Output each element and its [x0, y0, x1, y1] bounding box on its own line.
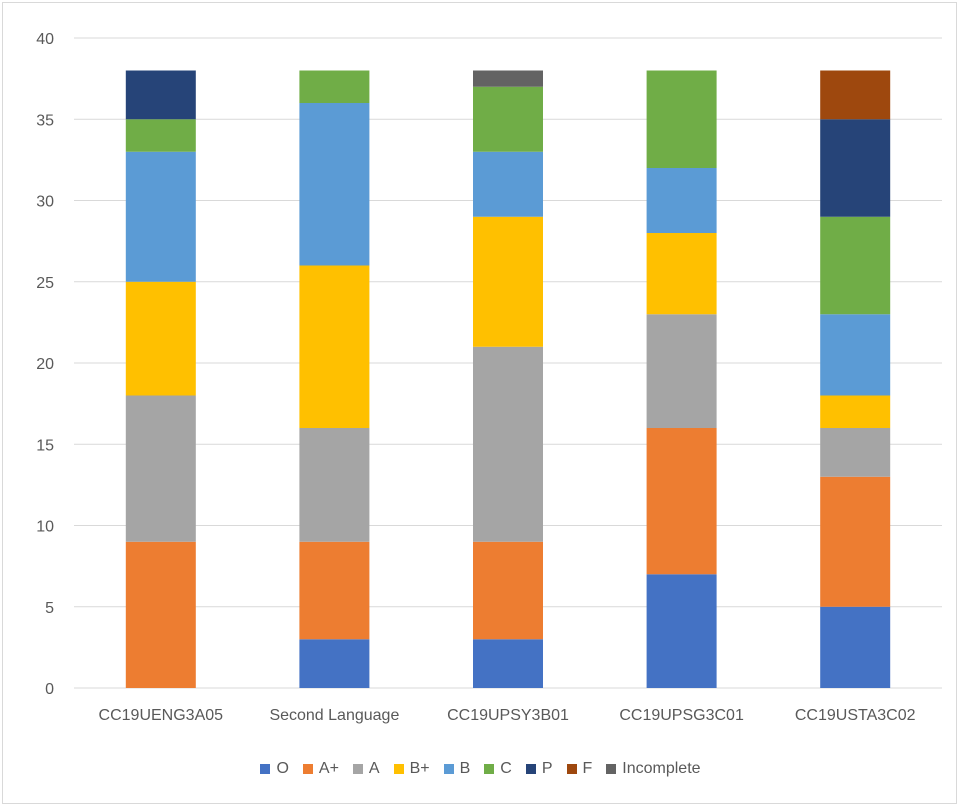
bar-segment-b-2: [473, 151, 543, 217]
x-tick-label: CC19UENG3A05: [99, 707, 224, 724]
legend-item: B+: [393, 760, 430, 778]
legend-item: P: [525, 760, 553, 778]
bar-segment-b-plus-1: [299, 265, 370, 428]
bar-segment-o-1: [299, 639, 370, 688]
legend-label: B: [459, 760, 471, 777]
legend-item: B: [443, 760, 471, 778]
bar-segment-a-plus-0: [125, 541, 196, 688]
y-tick-label: 0: [45, 681, 54, 698]
bar-segment-o-3: [646, 574, 717, 688]
legend-item: F: [566, 760, 593, 778]
legend-swatch: [566, 764, 577, 774]
legend-swatch: [443, 764, 454, 774]
bar-segment-a-3: [646, 314, 717, 428]
y-tick-label: 10: [36, 519, 54, 536]
legend-swatch: [525, 764, 536, 774]
bar-segment-c-2: [473, 86, 543, 152]
y-tick-label: 30: [36, 194, 54, 211]
legend-label: A: [368, 760, 380, 777]
legend-label: A+: [318, 760, 339, 777]
bar-segment-p-4: [820, 119, 891, 217]
x-tick-label: CC19USTA3C02: [795, 707, 916, 724]
legend-label: C: [500, 760, 512, 777]
legend-label: F: [582, 760, 593, 777]
y-tick-label: 20: [36, 356, 54, 373]
bar-segment-incomplete-2: [473, 70, 543, 87]
legend-swatch: [484, 764, 495, 774]
legend-swatch: [393, 764, 404, 774]
bar-segment-c-3: [646, 70, 717, 168]
bar-segment-p-0: [125, 70, 196, 120]
x-tick-label: Second Language: [269, 707, 399, 724]
bar-segment-c-1: [299, 70, 370, 103]
legend: O A+ A B+ B C P F Incomplete: [0, 760, 961, 778]
bar-segment-b-plus-2: [473, 216, 543, 347]
bar-segment-a-2: [473, 346, 543, 542]
bar-segment-a-plus-2: [473, 541, 543, 640]
bar-segment-b-plus-3: [646, 233, 717, 315]
legend-swatch: [352, 764, 363, 774]
bar-segment-b-0: [125, 151, 196, 282]
legend-swatch: [302, 764, 313, 774]
bar-segment-c-4: [820, 216, 891, 315]
legend-label: B+: [409, 760, 430, 777]
bar-segment-b-plus-0: [125, 281, 196, 396]
bar-segment-a-0: [125, 395, 196, 542]
bar-segment-c-0: [125, 119, 196, 152]
legend-swatch: [260, 764, 271, 774]
x-tick-label: CC19UPSG3C01: [619, 707, 744, 724]
bar-segment-a-plus-4: [820, 476, 891, 607]
bar-segment-b-plus-4: [820, 395, 891, 428]
bar-segment-a-4: [820, 428, 891, 477]
bar-segment-b-1: [299, 103, 370, 266]
bar-segment-b-3: [646, 168, 717, 233]
bar-segment-o-4: [820, 606, 891, 688]
bar-segment-b-4: [820, 314, 891, 396]
legend-swatch: [606, 764, 617, 774]
y-tick-label: 15: [36, 437, 54, 454]
legend-item: A+: [302, 760, 339, 778]
y-tick-label: 40: [36, 31, 54, 48]
legend-item: C: [484, 760, 512, 778]
y-tick-label: 25: [36, 275, 54, 292]
bar-segment-o-2: [473, 639, 543, 688]
bar-segment-f-4: [820, 70, 891, 120]
x-tick-label: CC19UPSY3B01: [447, 707, 569, 724]
legend-item: A: [352, 760, 380, 778]
legend-label: O: [276, 760, 289, 777]
legend-label: Incomplete: [622, 760, 701, 777]
y-tick-label: 35: [36, 112, 54, 129]
legend-item: Incomplete: [606, 760, 701, 778]
bar-segment-a-plus-1: [299, 541, 370, 640]
bar-segment-a-plus-3: [646, 428, 717, 575]
bar-segment-a-1: [299, 428, 370, 542]
legend-label: P: [541, 760, 553, 777]
y-tick-label: 5: [45, 600, 54, 617]
legend-item: O: [260, 760, 289, 778]
